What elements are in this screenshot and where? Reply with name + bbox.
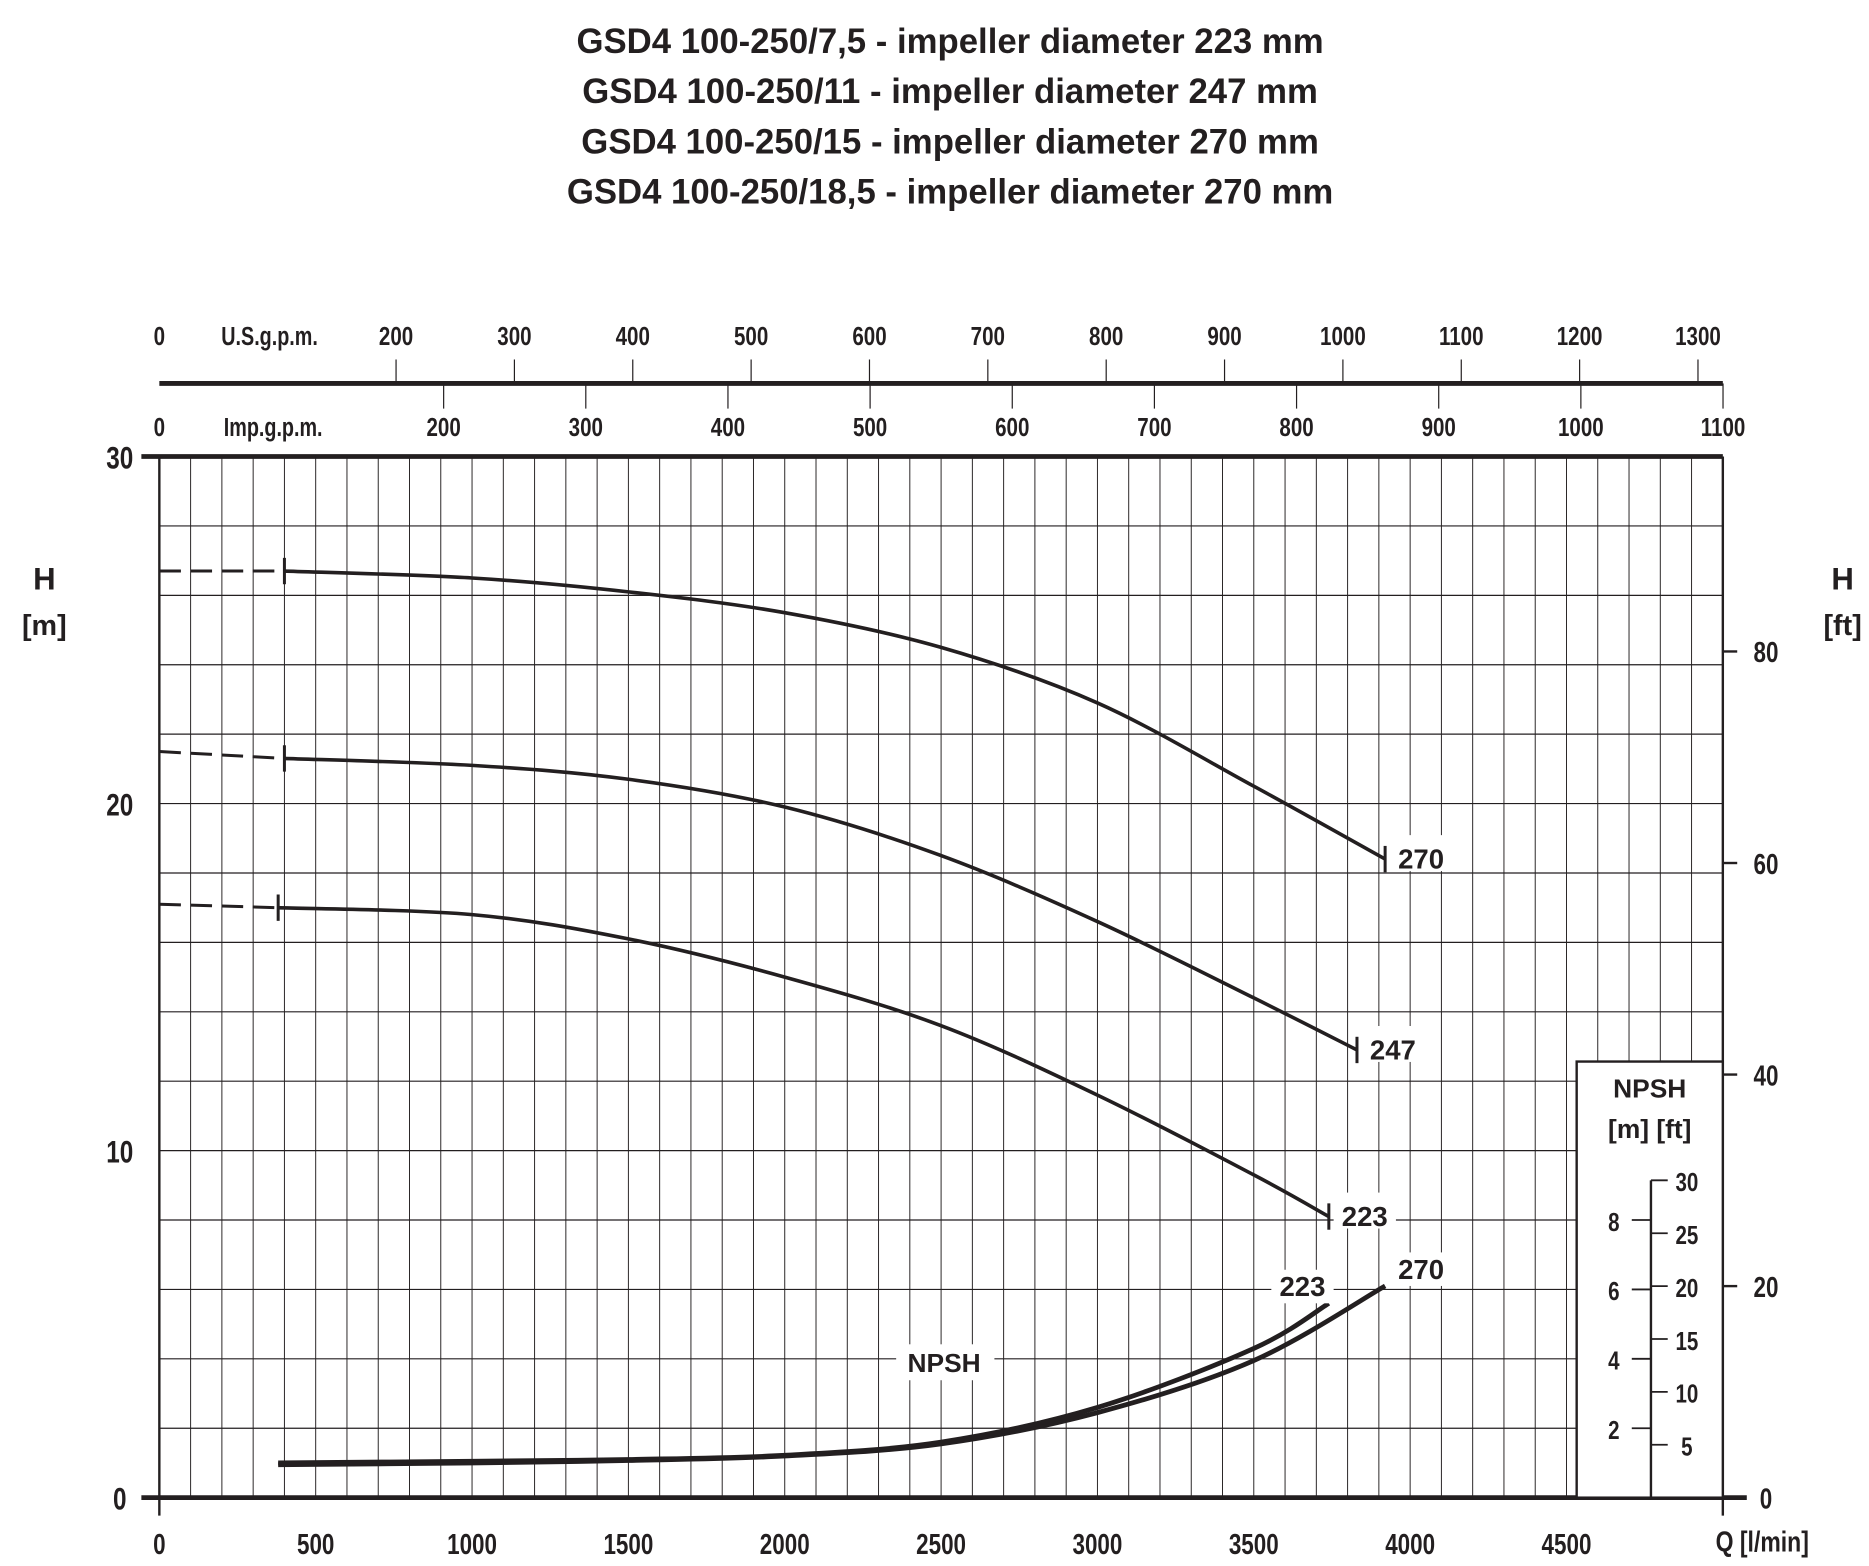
npsh-ft-tick-label: 5 (1681, 1433, 1692, 1462)
npsh-ft-tick-label: 25 (1675, 1222, 1698, 1251)
y-tick-label-ft: 60 (1753, 849, 1778, 880)
x-tick-label: 2000 (760, 1529, 810, 1560)
title-line-1: GSD4 100-250/7,5 - impeller diameter 223… (576, 23, 1323, 61)
us-gpm-tick-label: 400 (616, 323, 650, 352)
npsh-label-223: 223 (1279, 1271, 1325, 1302)
y-tick-label-ft: 80 (1753, 638, 1778, 669)
us-gpm-tick-label: 1300 (1675, 323, 1721, 352)
npsh-inset-title: NPSH (1613, 1073, 1686, 1103)
npsh-curve-223 (278, 1301, 1331, 1466)
head-curve-247 (284, 756, 1358, 1052)
curves: 270 247 223 270 223 (159, 557, 1453, 1468)
x-tick-label: 4500 (1542, 1529, 1592, 1560)
label-bg (1271, 1269, 1334, 1304)
y-tick-label-ft: 40 (1753, 1061, 1778, 1092)
x-axis-label: Q [l/min] (1716, 1525, 1809, 1558)
x-tick-label: 2500 (916, 1529, 966, 1560)
y-tick-label-ft: 0 (1760, 1484, 1772, 1515)
imp-gpm-tick-label: 800 (1279, 414, 1313, 443)
tick-labels: 0 500 1000 1500 2000 2500 3000 3500 4000 45000102… (106, 323, 1778, 1561)
imp-gpm-tick-label: 300 (569, 414, 603, 443)
head-curve-223 (278, 905, 1330, 1219)
x-tick-label: 1500 (603, 1529, 653, 1560)
npsh-inset-units: [m] [ft] (1608, 1114, 1691, 1144)
grid (159, 456, 1723, 1498)
y-tick-label-m: 0 (113, 1482, 127, 1517)
x-tick-label: 0 (153, 1529, 165, 1560)
y-tick-label-m: 10 (106, 1135, 133, 1170)
npsh-m-tick-label: 8 (1608, 1208, 1619, 1237)
imp-gpm-tick-label: 0 (154, 414, 165, 443)
curve-label-247: 247 (1370, 1035, 1416, 1066)
y-right-label: H (1831, 562, 1854, 597)
us-gpm-tick-label: 200 (379, 323, 413, 352)
us-gpm-tick-label: 900 (1207, 323, 1241, 352)
curve-label-223: 223 (1342, 1201, 1388, 1232)
chart-title: GSD4 100-250/7,5 - impeller diameter 223… (567, 23, 1334, 212)
title-line-4: GSD4 100-250/18,5 - impeller diameter 27… (567, 174, 1334, 212)
imp-gpm-tick-label: 200 (427, 414, 461, 443)
x-tick-label: 3000 (1073, 1529, 1123, 1560)
title-line-3: GSD4 100-250/15 - impeller diameter 270 … (581, 123, 1319, 161)
y-left-label: H (33, 562, 56, 597)
x-tick-label: 1000 (447, 1529, 497, 1560)
npsh-curve-270 (278, 1283, 1387, 1468)
imp-gpm-label: Imp.g.p.m. (224, 412, 323, 441)
imp-gpm-tick-label: 400 (711, 414, 745, 443)
head-curve-dashed-247 (159, 750, 285, 760)
us-gpm-tick-label: 1000 (1320, 323, 1366, 352)
head-curve-dashed-223 (159, 902, 279, 910)
us-gpm-tick-label: 1100 (1439, 323, 1484, 352)
y-tick-label-ft: 20 (1753, 1272, 1778, 1303)
imp-gpm-tick-label: 600 (995, 414, 1029, 443)
us-gpm-tick-label: 800 (1089, 323, 1123, 352)
us-gpm-tick-label: 600 (852, 323, 886, 352)
title-line-2: GSD4 100-250/11 - impeller diameter 247 … (582, 73, 1318, 111)
npsh-m-tick-label: 4 (1608, 1347, 1620, 1376)
x-tick-label: 500 (297, 1529, 334, 1560)
curve-label-270: 270 (1398, 844, 1444, 875)
imp-gpm-tick-label: 700 (1137, 414, 1171, 443)
us-gpm-label: U.S.g.p.m. (221, 321, 318, 350)
label-bg (1361, 1026, 1425, 1062)
head-curve-270 (284, 569, 1386, 861)
axes (141, 359, 1747, 1516)
x-tick-label: 4000 (1385, 1529, 1435, 1560)
npsh-label-270: 270 (1398, 1254, 1444, 1285)
npsh-ft-tick-label: 20 (1675, 1275, 1698, 1304)
y-tick-label-m: 30 (106, 441, 133, 476)
npsh-ft-tick-label: 15 (1675, 1327, 1698, 1356)
npsh-curve-label: NPSH (907, 1348, 980, 1378)
label-bg (1333, 1192, 1396, 1229)
y-left-unit: [m] (22, 610, 67, 642)
npsh-inset: NPSH [m] [ft] 2 4 6 8 5 10 15 20 25 30 (1575, 1060, 1725, 1499)
imp-gpm-tick-label: 900 (1422, 414, 1456, 443)
imp-gpm-tick-label: 1100 (1701, 414, 1746, 443)
imp-gpm-tick-label: 500 (853, 414, 887, 443)
x-tick-label: 3500 (1229, 1529, 1279, 1560)
us-gpm-tick-label: 300 (497, 323, 531, 352)
us-gpm-tick-label: 1200 (1557, 323, 1603, 352)
us-gpm-tick-label: 700 (971, 323, 1005, 352)
label-bg (1389, 1252, 1453, 1286)
npsh-ft-tick-label: 30 (1675, 1169, 1698, 1198)
npsh-ft-tick-label: 10 (1675, 1380, 1698, 1409)
npsh-m-tick-label: 2 (1608, 1417, 1619, 1446)
us-gpm-tick-label: 0 (154, 323, 165, 352)
y-tick-label-m: 20 (106, 788, 133, 823)
label-bg (1389, 835, 1453, 872)
npsh-m-tick-label: 6 (1608, 1278, 1619, 1307)
imp-gpm-tick-label: 1000 (1558, 414, 1604, 443)
us-gpm-tick-label: 500 (734, 323, 768, 352)
y-right-unit: [ft] (1823, 610, 1861, 642)
